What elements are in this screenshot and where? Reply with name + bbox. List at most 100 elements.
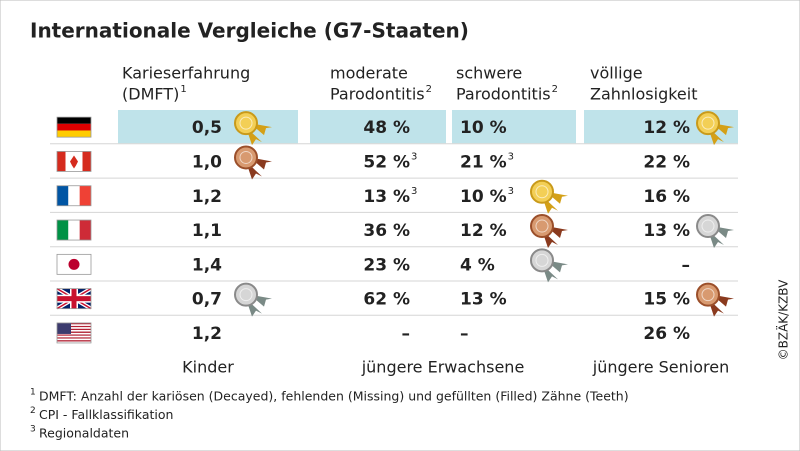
superscript: 3 (508, 186, 514, 197)
medal (234, 145, 272, 180)
flag-part (57, 331, 91, 333)
flag-part (57, 325, 91, 328)
cell-bg (452, 144, 576, 178)
flag-part (57, 322, 71, 334)
cell-value: 12 % (460, 221, 507, 241)
flag-border (56, 185, 92, 207)
cell-value: 1,2 (192, 187, 222, 207)
medal (696, 111, 734, 146)
cell-bg (584, 144, 738, 178)
cell-value: – (460, 324, 469, 344)
cell-value: 23 % (363, 255, 410, 275)
flag-part (57, 335, 91, 338)
flag-part (57, 341, 91, 343)
medal-disc (530, 179, 554, 204)
medal (530, 248, 568, 283)
medal-inner (535, 219, 549, 233)
cell-value: 10 % (460, 118, 507, 138)
flag-part (57, 220, 69, 241)
flag-border (56, 288, 92, 310)
superscript: 3 (411, 151, 417, 162)
cell-value: 0,7 (192, 290, 222, 310)
cell-value: 1,2 (192, 324, 222, 344)
medal-inner (239, 150, 253, 164)
flag-part (68, 185, 80, 206)
flag-border (56, 253, 92, 275)
medal-disc (234, 282, 258, 307)
group-label: jüngere Erwachsene (361, 358, 525, 377)
cell-bg (310, 281, 446, 315)
cell-bg (310, 144, 446, 178)
flag (56, 116, 92, 138)
flag-part (57, 334, 91, 336)
medal-disc (696, 282, 720, 307)
flag-part (57, 185, 69, 206)
column-header: schwere (456, 64, 522, 83)
footnote: DMFT: Anzahl der kariösen (Decayed), feh… (39, 389, 629, 404)
cell-bg (310, 247, 446, 281)
flag (56, 151, 92, 172)
flag-part (57, 296, 91, 302)
medal-disc (530, 248, 554, 273)
cell-bg (584, 178, 738, 212)
cell-bg (452, 315, 576, 350)
flag-part (57, 337, 91, 339)
flag-part (57, 340, 91, 342)
flag (56, 322, 92, 344)
flag-part (70, 155, 78, 169)
flag-part (57, 338, 91, 341)
flag-part (57, 324, 91, 326)
column-header: Parodontitis (456, 85, 551, 104)
column-header: Zahnlosigkeit (590, 85, 697, 104)
cell-bg (118, 315, 298, 350)
flag (56, 185, 92, 207)
cell-value: 21 % (460, 152, 507, 172)
flag-part (57, 130, 91, 138)
medal-disc (234, 145, 258, 170)
cell-value: 13 % (363, 187, 410, 207)
medal-inner (239, 116, 253, 130)
medal-inner (701, 288, 715, 302)
medal-inner (239, 288, 253, 302)
cell-value: 48 % (363, 118, 410, 138)
flag-part (79, 185, 91, 206)
credit: ©BZÄK/KZBV (776, 279, 791, 361)
cell-value: 1,4 (192, 255, 222, 275)
medal-inner (535, 185, 549, 199)
medal-disc (696, 111, 720, 136)
title: Internationale Vergleiche (G7-Staaten) (30, 19, 469, 43)
superscript: 1 (180, 84, 186, 95)
medal-inner (701, 116, 715, 130)
medal (696, 214, 734, 249)
cell-value: 12 % (643, 118, 690, 138)
column-header: (DMFT) (122, 85, 179, 104)
flag-part (57, 327, 91, 329)
cell-value: 1,0 (192, 152, 222, 172)
footnote: CPI - Fallklassifikation (39, 407, 173, 422)
cell-bg (310, 178, 446, 212)
cell-bg (452, 281, 576, 315)
footnote-mark: 1 (30, 388, 36, 398)
superscript: 3 (411, 186, 417, 197)
superscript: 2 (426, 84, 432, 95)
flag-part (82, 151, 91, 172)
cell-bg (584, 247, 738, 281)
cell-bg (310, 212, 446, 247)
cell-value: – (682, 255, 691, 275)
footnote-mark: 3 (30, 425, 36, 435)
cell-value: 16 % (643, 187, 690, 207)
cell-value: 1,1 (192, 221, 222, 241)
cell-value: 36 % (363, 221, 410, 241)
medal (530, 214, 568, 249)
flag-part (57, 123, 91, 131)
flag-border (56, 151, 92, 172)
medal-disc (530, 214, 554, 239)
cell-bg (118, 178, 298, 212)
medal-disc (234, 111, 258, 136)
flag-part (57, 117, 91, 124)
cell-value: – (402, 324, 411, 344)
flag-part (68, 220, 80, 241)
column-header: Parodontitis (330, 85, 425, 104)
flag-part (57, 330, 91, 332)
cell-bg (118, 212, 298, 247)
